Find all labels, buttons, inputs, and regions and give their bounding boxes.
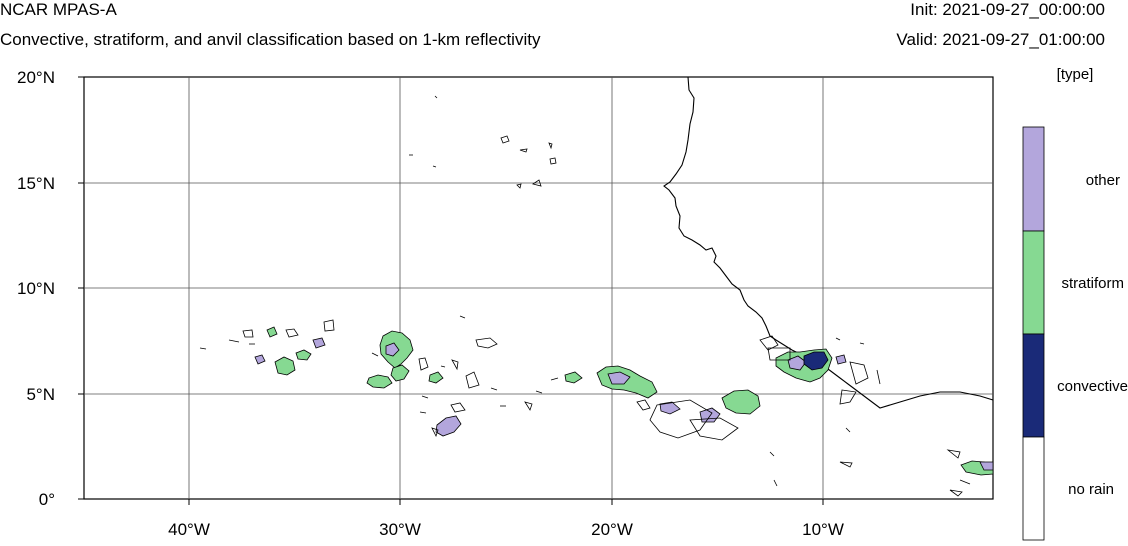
- lon-tick-label: 10°W: [802, 520, 844, 539]
- cell-other: [787, 355, 807, 371]
- lat-tick-label: 5°N: [26, 385, 55, 404]
- colorbar-label: no rain: [1068, 481, 1114, 498]
- lon-tick-label: 30°W: [379, 520, 421, 539]
- colorbar-swatch-no-rain: [1022, 436, 1045, 541]
- plot-description: Convective, stratiform, and anvil classi…: [0, 30, 541, 49]
- colorbar-label: stratiform: [1061, 275, 1124, 292]
- colorbar-swatch-convective: [1022, 333, 1045, 438]
- colorbar-label: other: [1086, 172, 1120, 189]
- cell-other: [312, 337, 326, 349]
- model-title: NCAR MPAS-A: [0, 0, 117, 19]
- lon-tick-label: 20°W: [591, 520, 633, 539]
- colorbar-units: [type]: [1057, 66, 1094, 83]
- cell-stratiform: [564, 371, 583, 384]
- cell-stratiform: [721, 389, 761, 415]
- cell-stratiform: [390, 364, 410, 382]
- graticule: [84, 77, 993, 499]
- colorbar-swatch-other: [1022, 126, 1045, 232]
- coastline: [663, 76, 994, 409]
- cell-stratiform: [274, 356, 296, 376]
- axis-ticks: [78, 76, 824, 505]
- colorbar-label: convective: [1057, 378, 1128, 395]
- cell-stratiform: [428, 371, 444, 384]
- lat-tick-label: 10°N: [17, 279, 55, 298]
- cell-stratiform: [266, 326, 278, 338]
- cell-stratiform: [366, 374, 393, 389]
- isolated-contours: [199, 95, 971, 497]
- cell-other: [835, 354, 847, 365]
- lat-tick-label: 0°: [39, 490, 55, 509]
- init-time: Init: 2021-09-27_00:00:00: [910, 0, 1105, 19]
- lon-tick-label: 40°W: [168, 520, 210, 539]
- lat-tick-label: 15°N: [17, 174, 55, 193]
- cell-other: [659, 401, 681, 415]
- cell-other: [979, 461, 994, 471]
- cell-stratiform: [295, 349, 312, 361]
- colorbar-swatch-stratiform: [1022, 230, 1045, 335]
- precip-features: [254, 326, 994, 476]
- cell-other: [385, 342, 400, 357]
- lat-tick-label: 20°N: [17, 68, 55, 87]
- valid-time: Valid: 2021-09-27_01:00:00: [896, 30, 1105, 49]
- colorbar: [type] other stratiform convective no ra…: [1022, 66, 1128, 541]
- cell-other: [607, 371, 631, 385]
- cell-other: [254, 354, 266, 365]
- cell-convective: [803, 351, 829, 371]
